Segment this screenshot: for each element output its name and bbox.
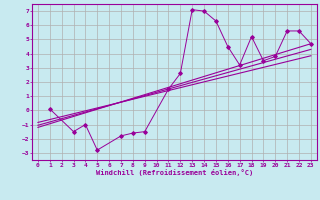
Point bbox=[308, 42, 313, 45]
Point bbox=[95, 148, 100, 152]
Point bbox=[225, 45, 230, 48]
Point bbox=[71, 130, 76, 133]
Point bbox=[213, 19, 219, 23]
Point bbox=[47, 107, 52, 111]
Point bbox=[130, 131, 135, 135]
Point bbox=[178, 72, 183, 75]
Point bbox=[237, 63, 242, 67]
Point bbox=[296, 29, 301, 33]
Point bbox=[142, 130, 147, 133]
Point bbox=[249, 35, 254, 38]
Point bbox=[202, 9, 207, 13]
Point bbox=[83, 123, 88, 126]
Point bbox=[118, 134, 124, 137]
X-axis label: Windchill (Refroidissement éolien,°C): Windchill (Refroidissement éolien,°C) bbox=[96, 169, 253, 176]
Point bbox=[284, 29, 290, 33]
Point bbox=[166, 87, 171, 91]
Point bbox=[261, 59, 266, 62]
Point bbox=[273, 55, 278, 58]
Point bbox=[190, 8, 195, 11]
